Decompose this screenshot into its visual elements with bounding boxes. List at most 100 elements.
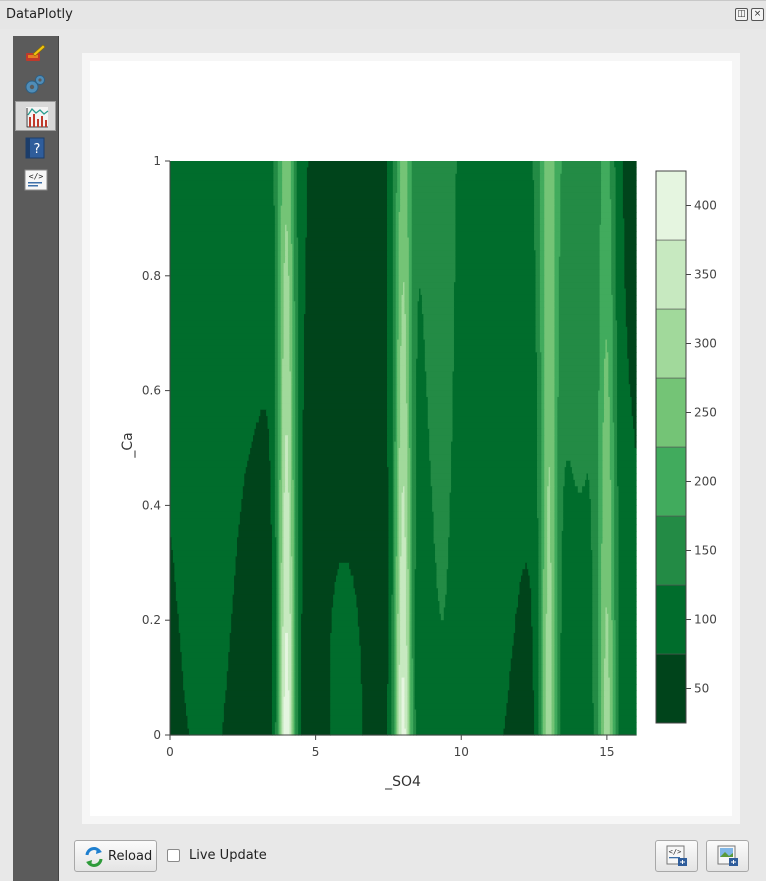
contour-band xyxy=(392,581,395,589)
contour-band xyxy=(554,339,560,347)
contour-band xyxy=(303,390,388,398)
export-image-button[interactable] xyxy=(706,840,749,872)
contour-band xyxy=(547,569,553,577)
contour-band xyxy=(395,314,400,322)
contour-band xyxy=(170,486,244,494)
contour-band xyxy=(279,511,283,519)
contour-band xyxy=(557,416,599,424)
contour-band xyxy=(614,524,620,532)
contour-band xyxy=(609,703,614,711)
contour-band xyxy=(455,237,535,245)
contour-band xyxy=(411,396,417,404)
contour-band xyxy=(544,224,556,232)
contour-band xyxy=(392,180,398,188)
contour-band xyxy=(293,581,296,589)
contour-band xyxy=(538,632,542,640)
contour-band xyxy=(170,428,256,436)
contour-band xyxy=(541,715,544,723)
contour-band xyxy=(554,448,558,455)
contour-band xyxy=(541,677,544,685)
contour-band xyxy=(295,358,299,366)
contour-band xyxy=(541,581,544,589)
contour-band xyxy=(394,467,398,475)
contour-band xyxy=(413,664,416,672)
contour-band xyxy=(170,581,177,589)
contour-band xyxy=(292,409,296,417)
contour-band xyxy=(295,435,299,443)
contour-band xyxy=(541,396,545,404)
contour-band xyxy=(601,543,612,551)
contour-band xyxy=(170,192,274,200)
contour-band xyxy=(408,237,413,245)
contour-band xyxy=(398,460,408,468)
sidebar-item-help[interactable]: ? xyxy=(15,133,56,163)
sidebar-item-code[interactable]: </> xyxy=(15,165,56,195)
contour-band xyxy=(274,365,279,373)
contour-band xyxy=(411,652,416,660)
export-code-button[interactable]: </> xyxy=(655,840,698,872)
live-update-checkbox[interactable] xyxy=(167,849,180,862)
contour-band xyxy=(536,492,542,500)
sidebar-item-settings[interactable] xyxy=(15,70,56,100)
contour-band xyxy=(271,664,277,672)
contour-band xyxy=(394,594,397,602)
float-icon[interactable]: ◫ xyxy=(735,8,748,21)
contour-band xyxy=(542,626,547,634)
contour-band xyxy=(298,288,307,296)
contour-band xyxy=(400,626,407,634)
contour-band xyxy=(554,365,560,373)
contour-band xyxy=(295,371,299,379)
contour-band xyxy=(551,696,556,704)
contour-band xyxy=(295,530,299,538)
contour-band xyxy=(177,601,234,609)
contour-band xyxy=(612,358,618,366)
contour-band xyxy=(395,709,398,717)
contour-band xyxy=(416,505,433,513)
contour-band xyxy=(534,237,541,245)
contour-band xyxy=(298,639,302,647)
contour-band xyxy=(386,371,394,379)
contour-band xyxy=(170,377,276,385)
contour-band xyxy=(541,448,545,455)
contour-band xyxy=(283,601,291,609)
contour-band xyxy=(408,715,411,723)
contour-band xyxy=(440,613,445,621)
contour-band xyxy=(554,256,560,264)
contour-band xyxy=(290,671,293,679)
contour-band xyxy=(407,652,410,660)
contour-band xyxy=(292,671,295,679)
contour-band xyxy=(235,556,273,564)
contour-band xyxy=(410,499,413,506)
contour-band xyxy=(298,518,304,526)
contour-band xyxy=(608,645,614,653)
y-tick-label: 0 xyxy=(153,728,161,742)
contour-band xyxy=(303,371,388,379)
contour-band xyxy=(414,671,510,679)
contour-band xyxy=(274,243,279,251)
contour-band xyxy=(542,607,548,615)
sidebar-item-properties[interactable] xyxy=(15,39,56,69)
contour-band xyxy=(271,581,277,589)
contour-band xyxy=(401,518,406,526)
contour-band xyxy=(560,237,601,245)
contour-band xyxy=(407,409,410,417)
contour-band xyxy=(274,479,279,487)
contour-band xyxy=(414,652,513,660)
contour-band xyxy=(285,677,289,685)
contour-band xyxy=(170,186,274,194)
contour-band xyxy=(541,645,544,653)
contour-band xyxy=(395,620,398,628)
contour-band xyxy=(545,620,553,628)
contour-band xyxy=(280,275,285,283)
contour-band xyxy=(397,620,401,628)
contour-band xyxy=(279,486,283,494)
contour-band xyxy=(532,626,540,634)
close-icon[interactable]: × xyxy=(751,8,764,21)
contour-band xyxy=(557,396,599,404)
contour-band xyxy=(277,180,283,188)
contour-band xyxy=(618,569,637,577)
sidebar-item-plot[interactable] xyxy=(15,101,56,131)
reload-button[interactable]: Reload xyxy=(74,840,157,872)
contour-band xyxy=(292,562,295,570)
